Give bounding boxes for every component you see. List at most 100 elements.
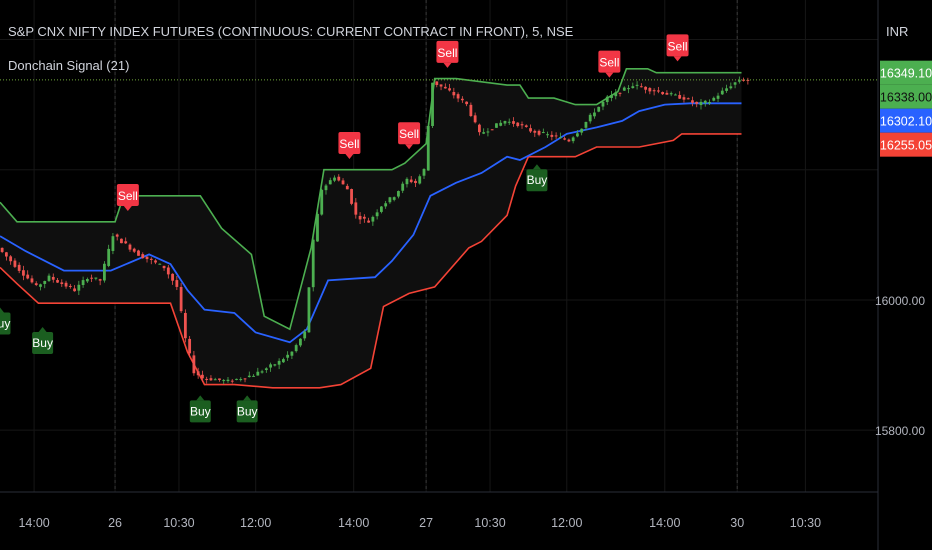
candle-body [674,94,677,96]
candle-body [341,180,345,185]
candle-body [201,374,204,379]
candle-body [388,197,392,203]
candle-body [333,177,336,181]
sell-signal: Sell [338,131,361,159]
candle-body [218,378,221,380]
candle-body [239,379,243,381]
candle-body [137,250,140,256]
candle-body [379,206,383,212]
candle-body [695,101,699,104]
candle-body [350,189,353,204]
candle-body [149,258,153,260]
candle-body [576,133,579,137]
price-axis[interactable]: 16000.00 15800.00 16349.10 16338.00 16302.10… [875,60,932,438]
candle-body [512,121,515,124]
candle-body [725,88,728,91]
candle-body [631,86,635,89]
candle-body [712,97,716,101]
candle-body [281,359,285,363]
time-tick-label: 30 [730,516,744,530]
candle-body [243,378,247,380]
buy-badge [0,312,11,335]
sell-signal: Sell [666,34,689,62]
candle-body [179,287,183,312]
candle-body [256,371,260,376]
candle-body [614,92,618,97]
candle-body [708,101,711,104]
candle-body [4,252,8,257]
candle-body [456,94,460,99]
price-label-box [880,132,932,157]
buy-signal: Buy [236,395,258,423]
candle-body [192,355,196,374]
price-label-text: 16255.05 [880,139,932,153]
candle-body [737,80,741,82]
candle-body [431,82,434,126]
buy-label: Buy [527,173,548,187]
time-tick-label: 10:30 [474,516,505,530]
candle-body [537,130,541,135]
buy-label: Buy [190,404,211,418]
time-axis[interactable]: 14:00 26 10:30 12:00 14:00 27 10:30 12:00 14:00 3… [18,516,821,530]
candle-body [529,128,532,132]
candle-body [473,115,477,123]
candle-body [618,92,622,94]
candle-body [384,203,388,207]
candle-body [128,244,132,250]
candle-body [375,212,379,217]
buy-badge [189,400,211,423]
candle-body [426,125,430,171]
sell-pointer [605,72,614,78]
candle-body [414,180,417,184]
candle-body [503,121,507,124]
price-label-text: 16349.10 [880,67,932,81]
candle-body [499,122,503,126]
sell-badge [398,122,421,145]
buy-pointer [532,164,541,170]
candle-body [141,254,145,259]
candle-body [597,106,601,112]
candle-body [303,331,307,339]
candle-body [311,239,315,288]
price-label-text: 16302.10 [880,115,932,129]
candle-body [490,129,494,131]
candle-body [299,338,302,346]
price-label-box [880,84,932,109]
sell-badge [598,50,621,73]
candle-body [584,121,588,128]
candle-body [516,122,520,127]
candle-body [691,100,694,103]
buy-badge [32,331,54,354]
buy-badge [236,400,258,423]
candle-body [183,312,187,339]
candle-body [324,185,328,191]
indicator-label[interactable]: Donchain Signal (21) [8,58,130,73]
candle-body [716,95,720,99]
candle-body [34,283,38,286]
candle-body [593,112,596,117]
sell-signal: Sell [436,40,459,68]
chart-title: S&P CNX NIFTY INDEX FUTURES (CONTINUOUS:… [8,24,574,39]
candle-body [665,92,669,95]
candle-body [439,84,443,87]
candle-body [196,371,200,376]
candle-body [22,270,25,276]
candle-body [563,138,567,140]
candle-body [622,87,626,91]
candle-body [107,248,111,266]
candle-body [103,263,106,281]
buy-label: Buy [0,316,10,330]
candle-body [644,86,647,90]
candle-body [158,263,162,265]
time-tick-label: 10:30 [163,516,194,530]
sell-badge [338,131,361,154]
price-label-box [880,108,932,133]
candle-body [550,134,554,137]
candle-body [648,88,652,92]
candle-body [354,202,358,215]
candle-body [686,98,690,100]
channel-fill [0,68,742,388]
candle-body [26,274,30,279]
price-label-text: 16338.00 [880,91,932,105]
